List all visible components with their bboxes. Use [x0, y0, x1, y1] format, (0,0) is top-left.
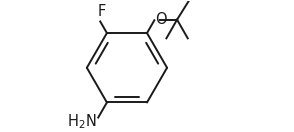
Text: F: F — [97, 4, 106, 19]
Text: H$_2$N: H$_2$N — [67, 112, 96, 131]
Text: O: O — [155, 12, 167, 27]
